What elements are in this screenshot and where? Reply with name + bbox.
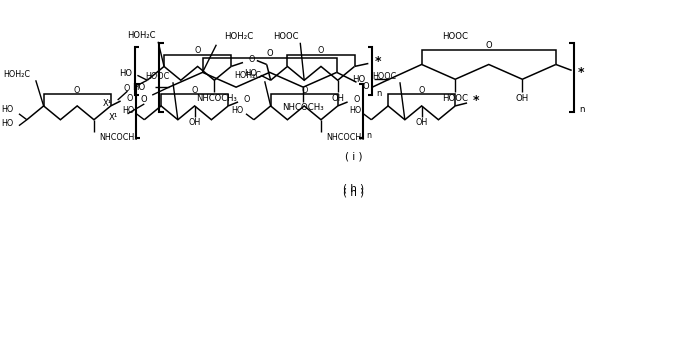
Text: X¹: X¹ bbox=[108, 113, 118, 122]
Text: O: O bbox=[362, 82, 369, 91]
Text: HOH₂C: HOH₂C bbox=[224, 32, 253, 41]
Text: O: O bbox=[126, 93, 133, 102]
Text: O: O bbox=[249, 55, 255, 64]
Text: O: O bbox=[123, 84, 130, 93]
Text: O: O bbox=[318, 46, 324, 55]
Text: O: O bbox=[141, 94, 147, 104]
Text: HOOC: HOOC bbox=[373, 72, 397, 81]
Text: O: O bbox=[419, 86, 425, 95]
Text: O: O bbox=[267, 49, 273, 58]
Text: NHCOCH₃: NHCOCH₃ bbox=[282, 104, 324, 112]
Text: OH: OH bbox=[188, 118, 201, 127]
Text: HO: HO bbox=[119, 69, 133, 78]
Text: ( i ): ( i ) bbox=[345, 151, 362, 161]
Text: HOOC: HOOC bbox=[443, 93, 468, 102]
Text: *: * bbox=[577, 66, 584, 79]
Text: HO: HO bbox=[244, 69, 257, 78]
Text: O: O bbox=[74, 86, 80, 95]
Text: n: n bbox=[376, 88, 382, 98]
Text: ( h ): ( h ) bbox=[343, 188, 364, 198]
Text: HO: HO bbox=[122, 106, 135, 115]
Text: HOH₂C: HOH₂C bbox=[234, 71, 261, 80]
Text: O: O bbox=[485, 41, 492, 50]
Text: n: n bbox=[579, 105, 585, 114]
Text: O: O bbox=[244, 94, 251, 104]
Text: HOH₂C: HOH₂C bbox=[126, 31, 155, 40]
Text: n: n bbox=[366, 131, 371, 140]
Text: O: O bbox=[191, 86, 198, 95]
Text: *: * bbox=[374, 55, 381, 68]
Text: OH: OH bbox=[332, 93, 344, 102]
Text: HO: HO bbox=[232, 106, 244, 115]
Text: X¹: X¹ bbox=[103, 99, 112, 108]
Text: ( h ): ( h ) bbox=[343, 184, 364, 194]
Text: HOH₂C: HOH₂C bbox=[3, 70, 30, 79]
Text: O: O bbox=[301, 86, 307, 95]
Text: *: * bbox=[473, 94, 480, 107]
Text: NHCOCH₃: NHCOCH₃ bbox=[196, 93, 237, 102]
Text: OH: OH bbox=[516, 93, 529, 102]
Text: HO: HO bbox=[1, 105, 13, 114]
Text: HO: HO bbox=[349, 106, 362, 115]
Text: HO: HO bbox=[132, 83, 145, 92]
Text: HO: HO bbox=[1, 119, 13, 128]
Text: O: O bbox=[354, 94, 360, 104]
Text: OH: OH bbox=[415, 118, 428, 127]
Text: O: O bbox=[195, 46, 201, 55]
Text: HO: HO bbox=[352, 75, 365, 84]
Text: HOOC: HOOC bbox=[146, 72, 170, 81]
Text: NHCOCH₃: NHCOCH₃ bbox=[99, 133, 138, 142]
Text: NHCOCH₃: NHCOCH₃ bbox=[326, 133, 364, 142]
Text: HOOC: HOOC bbox=[443, 32, 468, 41]
Text: HOOC: HOOC bbox=[273, 32, 298, 41]
